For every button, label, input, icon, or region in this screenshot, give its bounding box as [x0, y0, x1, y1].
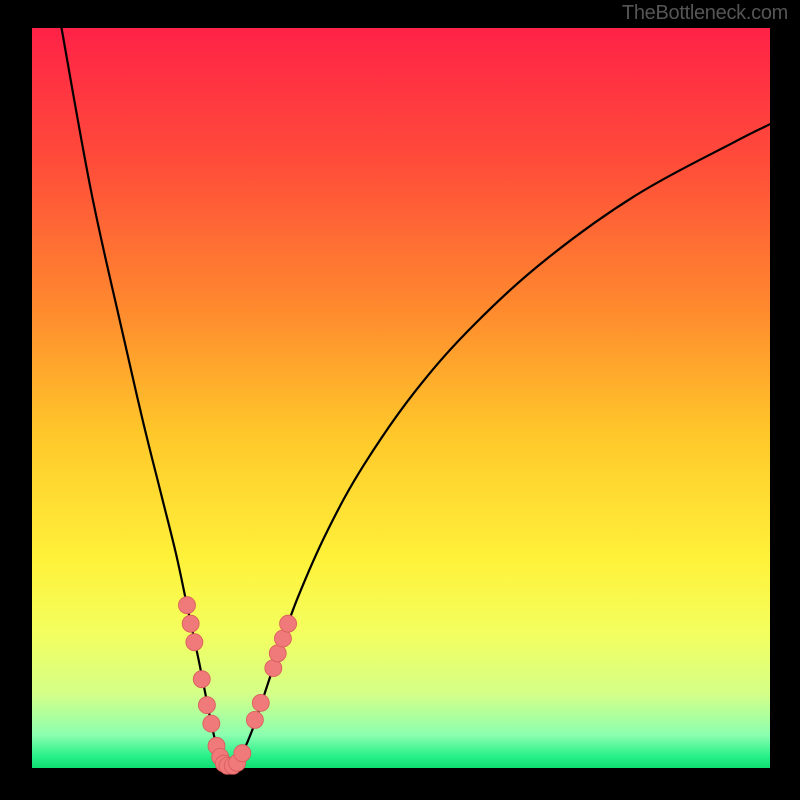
- data-marker: [198, 697, 215, 714]
- data-marker: [246, 711, 263, 728]
- data-marker: [186, 634, 203, 651]
- data-marker: [280, 615, 297, 632]
- data-marker: [193, 671, 210, 688]
- data-marker: [234, 745, 251, 762]
- plot-background: [32, 28, 770, 768]
- watermark-text: TheBottleneck.com: [622, 2, 788, 25]
- data-marker: [265, 660, 282, 677]
- data-marker: [252, 694, 269, 711]
- data-marker: [178, 597, 195, 614]
- data-marker: [182, 615, 199, 632]
- chart-container: TheBottleneck.com: [0, 0, 800, 800]
- bottleneck-chart: [0, 0, 800, 800]
- data-marker: [203, 715, 220, 732]
